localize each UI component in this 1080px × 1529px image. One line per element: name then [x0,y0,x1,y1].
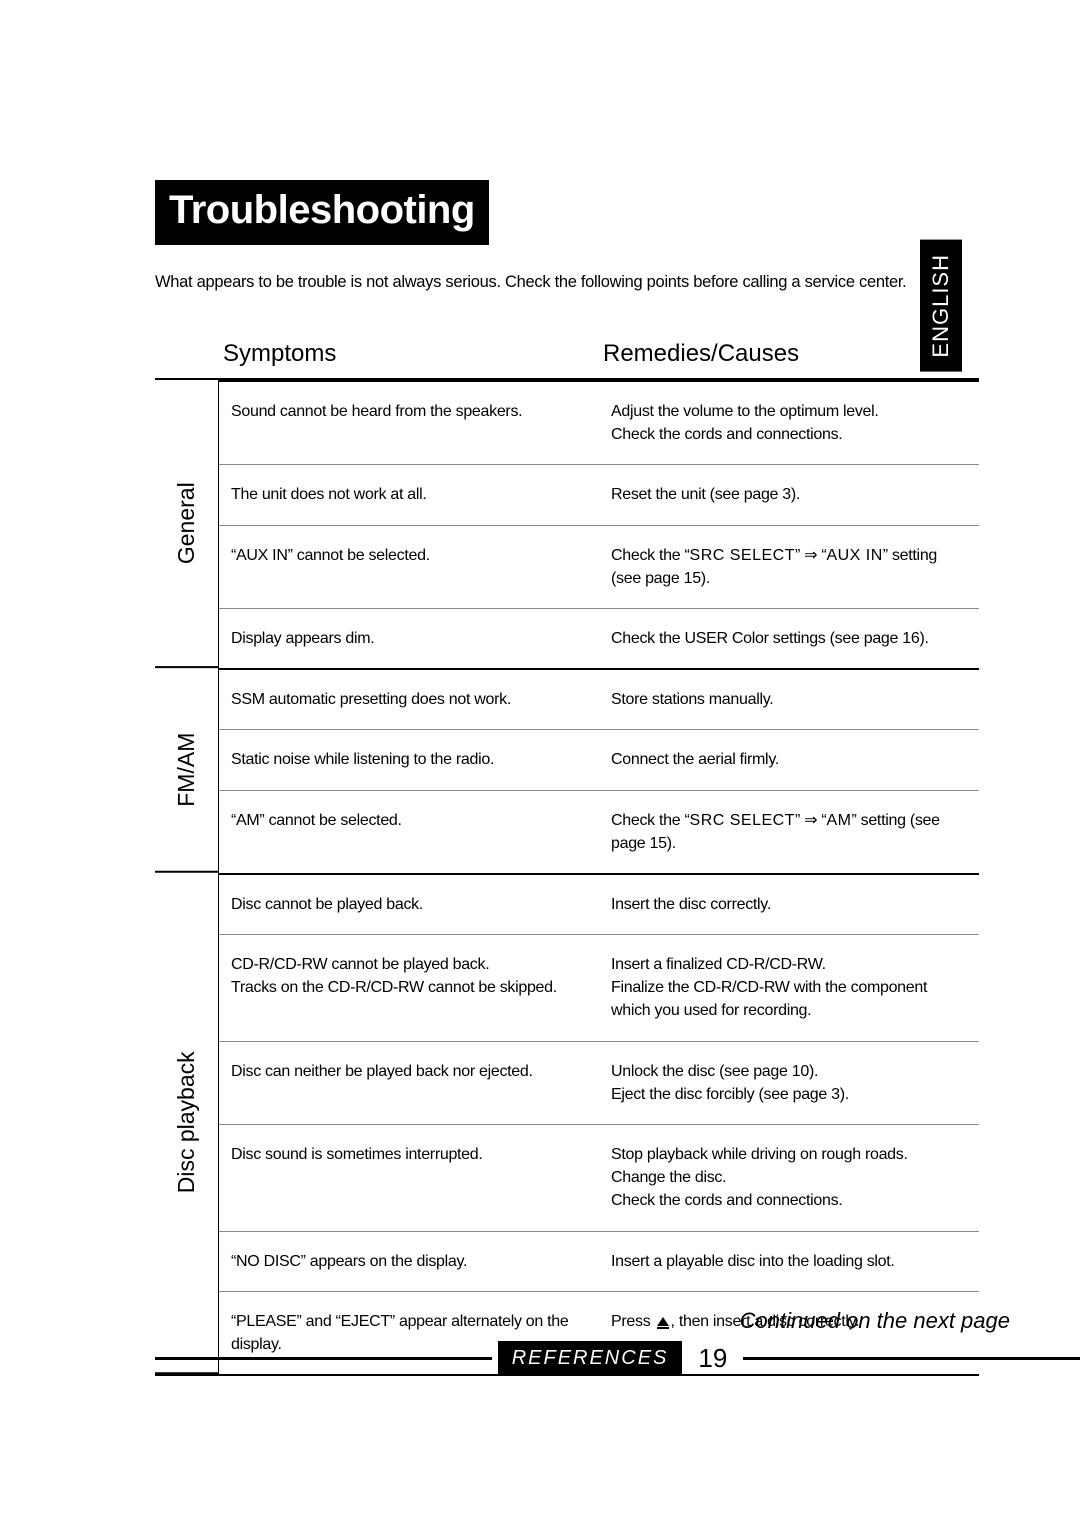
references-badge: REFERENCES [498,1341,683,1376]
code-label: SRC SELECT [690,547,795,564]
remedy-cell: Check the USER Color settings (see page … [599,608,979,668]
code-label: AM [826,812,851,829]
code-label: SRC SELECT [690,812,795,829]
remedy-text: Press [611,1313,655,1330]
symptom-cell: Disc sound is sometimes interrupted. [219,1124,599,1231]
remedy-cell: Check the “SRC SELECT” ⇒ “AM” setting (s… [599,790,979,873]
table-header-blank [155,334,219,380]
code-label: AUX IN [826,547,882,564]
section-label-disc: Disc playback [155,873,219,1374]
footer-rule-left [155,1357,492,1360]
intro-text: What appears to be trouble is not always… [155,273,960,292]
page: Troubleshooting What appears to be troub… [0,0,1080,1529]
remedy-text: Check the “ [611,812,690,829]
page-number: 19 [682,1343,743,1374]
symptom-cell: Static noise while listening to the radi… [219,729,599,789]
remedy-cell: Stop playback while driving on rough roa… [599,1124,979,1231]
section-label-general: General [155,380,219,668]
remedy-cell: Insert a playable disc into the loading … [599,1231,979,1291]
table-header-symptoms: Symptoms [219,334,599,380]
language-tab: ENGLISH [920,240,962,372]
remedy-cell: Reset the unit (see page 3). [599,464,979,524]
remedy-cell: Insert the disc correctly. [599,873,979,934]
remedy-cell: Adjust the volume to the optimum level.C… [599,380,979,464]
footer: REFERENCES 19 [155,1341,1080,1376]
remedy-cell: Check the “SRC SELECT” ⇒ “AUX IN” settin… [599,525,979,608]
title-bar: Troubleshooting [155,180,489,245]
page-title: Troubleshooting [169,188,475,233]
symptom-cell: The unit does not work at all. [219,464,599,524]
remedy-cell: Connect the aerial firmly. [599,729,979,789]
symptom-cell: “NO DISC” appears on the display. [219,1231,599,1291]
symptom-cell: “AM” cannot be selected. [219,790,599,873]
symptom-cell: Disc can neither be played back nor ejec… [219,1041,599,1124]
remedy-cell: Unlock the disc (see page 10).Eject the … [599,1041,979,1124]
eject-icon [657,1317,669,1326]
remedy-text: Check the “ [611,547,690,564]
symptom-cell: SSM automatic presetting does not work. [219,668,599,729]
remedy-cell: Store stations manually. [599,668,979,729]
section-label-fmam: FM/AM [155,668,219,873]
symptom-cell: CD-R/CD-RW cannot be played back.Tracks … [219,934,599,1041]
symptom-cell: Display appears dim. [219,608,599,668]
symptom-cell: Disc cannot be played back. [219,873,599,934]
remedy-cell: Insert a finalized CD-R/CD-RW.Finalize t… [599,934,979,1041]
symptom-cell: “AUX IN” cannot be selected. [219,525,599,608]
footer-rule-right [743,1357,1080,1360]
remedy-text: ” ⇒ “ [795,547,826,564]
continued-note: Continued on the next page [740,1308,1010,1334]
troubleshooting-table: Symptoms Remedies/Causes General Sound c… [155,334,960,1376]
remedy-text: ” ⇒ “ [795,812,826,829]
symptom-cell: Sound cannot be heard from the speakers. [219,380,599,464]
